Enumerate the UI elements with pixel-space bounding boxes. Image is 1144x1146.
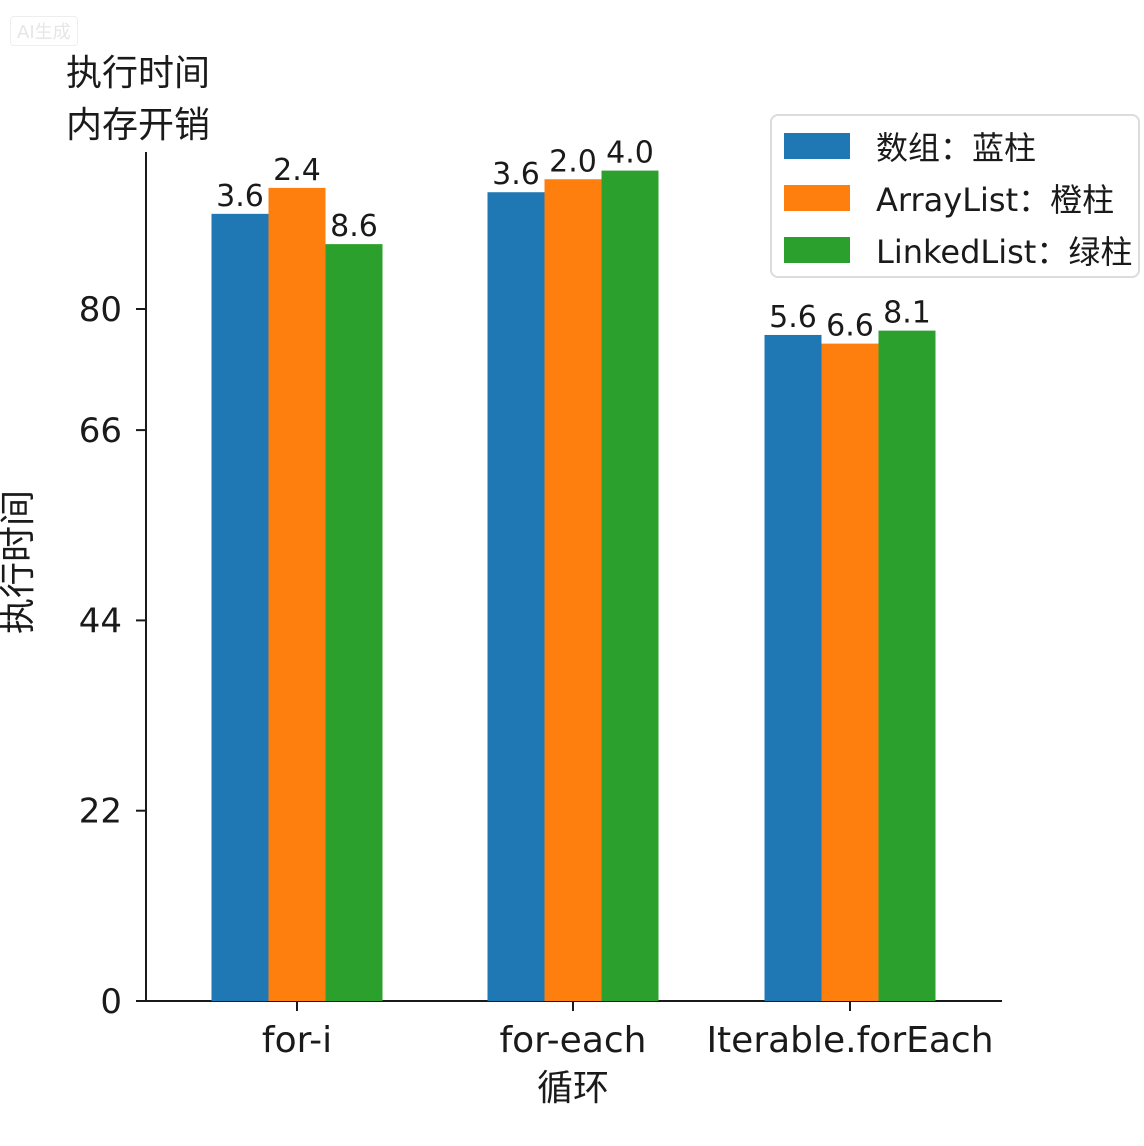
data-label-series1-cat0: 2.4	[273, 153, 321, 188]
legend-item-arraylist: ArrayList：橙柱	[784, 178, 1115, 219]
watermark-badge: AI生成	[10, 16, 78, 46]
bar-series2-cat2	[878, 330, 936, 1001]
legend-swatch-arraylist	[784, 185, 850, 211]
corner-title-line-1: 执行时间	[66, 53, 211, 94]
x-tick-label-1-0: for-each	[499, 1020, 646, 1061]
y-tick-label-3: 66	[79, 411, 122, 451]
legend-swatch-array	[784, 133, 850, 159]
y-tick-label-1: 22	[79, 792, 122, 832]
bar-series0-cat2	[764, 334, 822, 1001]
data-label-series1-cat1: 2.0	[549, 144, 597, 179]
corner-title-line-2: 内存开销	[66, 105, 211, 146]
bar-series0-cat1	[487, 192, 545, 1002]
data-label-series2-cat0: 8.6	[330, 209, 378, 244]
bar-series2-cat0	[325, 244, 383, 1001]
bar-series2-cat1	[601, 170, 659, 1002]
data-label-series0-cat1: 3.6	[492, 157, 540, 192]
chart-legend: 数组：蓝柱 ArrayList：橙柱 LinkedList：绿柱	[770, 114, 1140, 278]
legend-label-arraylist: ArrayList：橙柱	[876, 181, 1115, 219]
x-tick-label-0-0: for-i	[262, 1020, 332, 1061]
bar-series1-cat0	[268, 187, 326, 1001]
data-label-series1-cat2: 6.6	[826, 309, 874, 344]
data-label-series2-cat2: 8.1	[883, 296, 931, 331]
legend-label-linkedlist: LinkedList：绿柱	[876, 233, 1133, 271]
legend-item-array: 数组：蓝柱	[784, 126, 1037, 167]
bar-series1-cat2	[821, 343, 879, 1002]
y-axis-label: 执行时间	[0, 490, 39, 634]
y-tick-label-2: 44	[79, 601, 122, 641]
data-label-series2-cat1: 4.0	[606, 136, 654, 171]
x-tick-label-2-0: Iterable.forEach	[706, 1020, 993, 1061]
y-tick-label-0: 0	[100, 982, 122, 1022]
data-label-series0-cat0: 3.6	[216, 179, 264, 214]
legend-swatch-linkedlist	[784, 237, 850, 263]
bar-series0-cat0	[211, 213, 269, 1002]
legend-item-linkedlist: LinkedList：绿柱	[784, 230, 1133, 271]
data-label-series0-cat2: 5.6	[769, 300, 817, 335]
bar-series1-cat1	[544, 179, 602, 1001]
x-tick-label-1-1: 循环	[537, 1068, 609, 1109]
legend-label-array: 数组：蓝柱	[876, 129, 1037, 167]
y-tick-label-4: 80	[79, 290, 122, 330]
